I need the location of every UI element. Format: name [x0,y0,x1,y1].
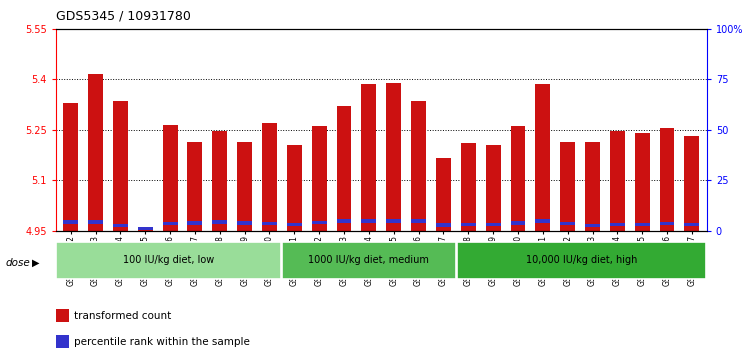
Bar [585,142,600,231]
Bar [411,101,426,231]
Bar [113,224,128,227]
Bar [436,224,451,227]
Bar [635,133,650,231]
Bar [138,227,153,230]
Bar [585,224,600,227]
Bar [386,219,401,223]
Bar [113,101,128,231]
Bar [411,219,426,223]
Bar [138,228,153,231]
FancyBboxPatch shape [282,242,456,279]
Bar [536,219,551,223]
Bar [660,128,675,231]
Text: 10,000 IU/kg diet, high: 10,000 IU/kg diet, high [526,254,638,265]
Bar [63,103,78,231]
Bar [461,223,475,226]
Bar [237,221,252,225]
Bar [187,221,202,225]
Bar [287,145,302,231]
Text: 1000 IU/kg diet, medium: 1000 IU/kg diet, medium [308,254,429,265]
Bar [312,221,327,224]
Bar [187,142,202,231]
Bar [88,74,103,231]
Bar [336,106,351,231]
Bar [237,142,252,231]
Bar [684,136,699,231]
Bar [560,142,575,231]
Bar [436,158,451,231]
Text: dose: dose [6,258,31,268]
Bar [386,83,401,231]
Bar [486,145,501,231]
Bar [486,223,501,226]
Bar [610,131,625,231]
Text: GDS5345 / 10931780: GDS5345 / 10931780 [56,9,190,22]
Bar [362,219,376,223]
Bar [536,85,551,231]
Text: percentile rank within the sample: percentile rank within the sample [74,337,250,347]
Bar [262,123,277,231]
Text: ▶: ▶ [32,258,39,268]
Bar [163,222,178,225]
Bar [684,223,699,226]
Bar [635,223,650,226]
Text: 100 IU/kg diet, low: 100 IU/kg diet, low [123,254,214,265]
Bar [362,85,376,231]
Bar [212,131,227,231]
Bar [312,126,327,231]
Bar [510,126,525,231]
Bar [660,222,675,225]
Bar [560,222,575,225]
Bar [262,222,277,225]
Text: transformed count: transformed count [74,311,172,321]
Bar [287,223,302,226]
Bar [610,223,625,226]
Bar [510,221,525,225]
FancyBboxPatch shape [457,242,706,279]
Bar [88,220,103,224]
Bar [461,143,475,231]
Bar [212,220,227,224]
Bar [63,220,78,224]
FancyBboxPatch shape [57,242,280,279]
Bar [336,219,351,223]
Bar [163,125,178,231]
